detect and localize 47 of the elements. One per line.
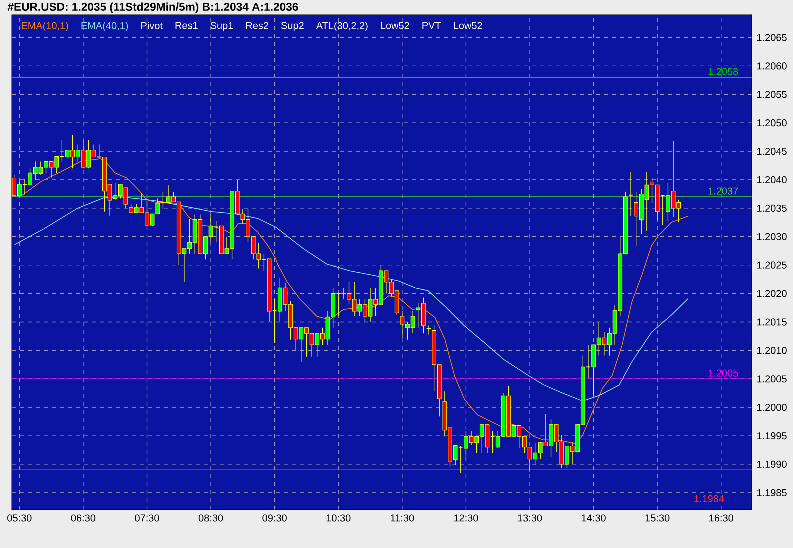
y-tick-label: 1.2040 xyxy=(757,176,787,184)
y-tick-label: 1.2060 xyxy=(757,62,787,70)
y-tick-label: 1.2025 xyxy=(757,262,787,269)
annotation: Sup2 xyxy=(281,22,304,32)
x-tick-label: 14:30 xyxy=(582,514,606,522)
x-tick-label: 08:30 xyxy=(198,514,224,522)
ref-line-label: 1.2037 xyxy=(708,188,738,195)
y-tick-label: 1.2015 xyxy=(757,318,787,326)
x-tick-label: 06:30 xyxy=(71,514,96,522)
y-tick-label: 1.1995 xyxy=(757,432,787,440)
candlestick xyxy=(628,172,634,217)
y-tick-label: 1.1985 xyxy=(757,489,787,496)
ref-line-label: 1.2005 xyxy=(708,370,738,377)
candlestick xyxy=(426,325,432,336)
y-tick-label: 1.1990 xyxy=(757,460,787,468)
y-tick-label: 1.2005 xyxy=(757,376,787,383)
annotation: Low52 xyxy=(454,22,482,30)
y-tick-label: 1.2065 xyxy=(757,34,787,42)
y-tick-label: 1.2010 xyxy=(757,347,787,354)
x-tick-label: 05:30 xyxy=(8,514,32,522)
annotation: 1.1984 xyxy=(694,495,724,502)
x-tick-label: 12:30 xyxy=(454,514,478,522)
annotation: Sup1 xyxy=(210,22,234,32)
y-tick-label: 1.2030 xyxy=(757,233,787,240)
chart-title: #EUR.USD: 1.2035 (11Std29Min/5m) B:1.2034 A:1.2036 xyxy=(8,2,298,14)
text: EMA(40,1) xyxy=(82,22,128,32)
annotation: PVT xyxy=(422,22,442,30)
y-tick-label: 1.2045 xyxy=(757,148,787,156)
y-tick-label: 1.2055 xyxy=(757,91,787,98)
x-tick-label: 16:30 xyxy=(710,514,734,522)
x-tick-label: 07:30 xyxy=(135,514,160,522)
annotation: ATL(30,2,2) xyxy=(316,22,368,32)
y-tick-label: 1.2020 xyxy=(757,290,787,298)
y-tick-label: 1.2050 xyxy=(757,120,787,127)
annotation: Pivot xyxy=(142,22,163,30)
annotation: Res2 xyxy=(246,22,269,30)
x-tick-label: 09:30 xyxy=(262,514,287,522)
annotation: Low52 xyxy=(381,22,410,30)
annotation: Res1 xyxy=(176,22,198,30)
x-tick-label: 13:30 xyxy=(518,514,542,522)
y-tick-label: 1.2000 xyxy=(757,404,787,412)
text: EMA(10,1) xyxy=(22,22,68,32)
y-tick-label: 1.2035 xyxy=(757,204,787,212)
x-tick-label: 11:30 xyxy=(391,514,414,522)
x-tick-label: 15:30 xyxy=(646,514,670,522)
x-tick-label: 10:30 xyxy=(326,514,351,522)
ref-line-label: 1.2058 xyxy=(708,68,738,76)
